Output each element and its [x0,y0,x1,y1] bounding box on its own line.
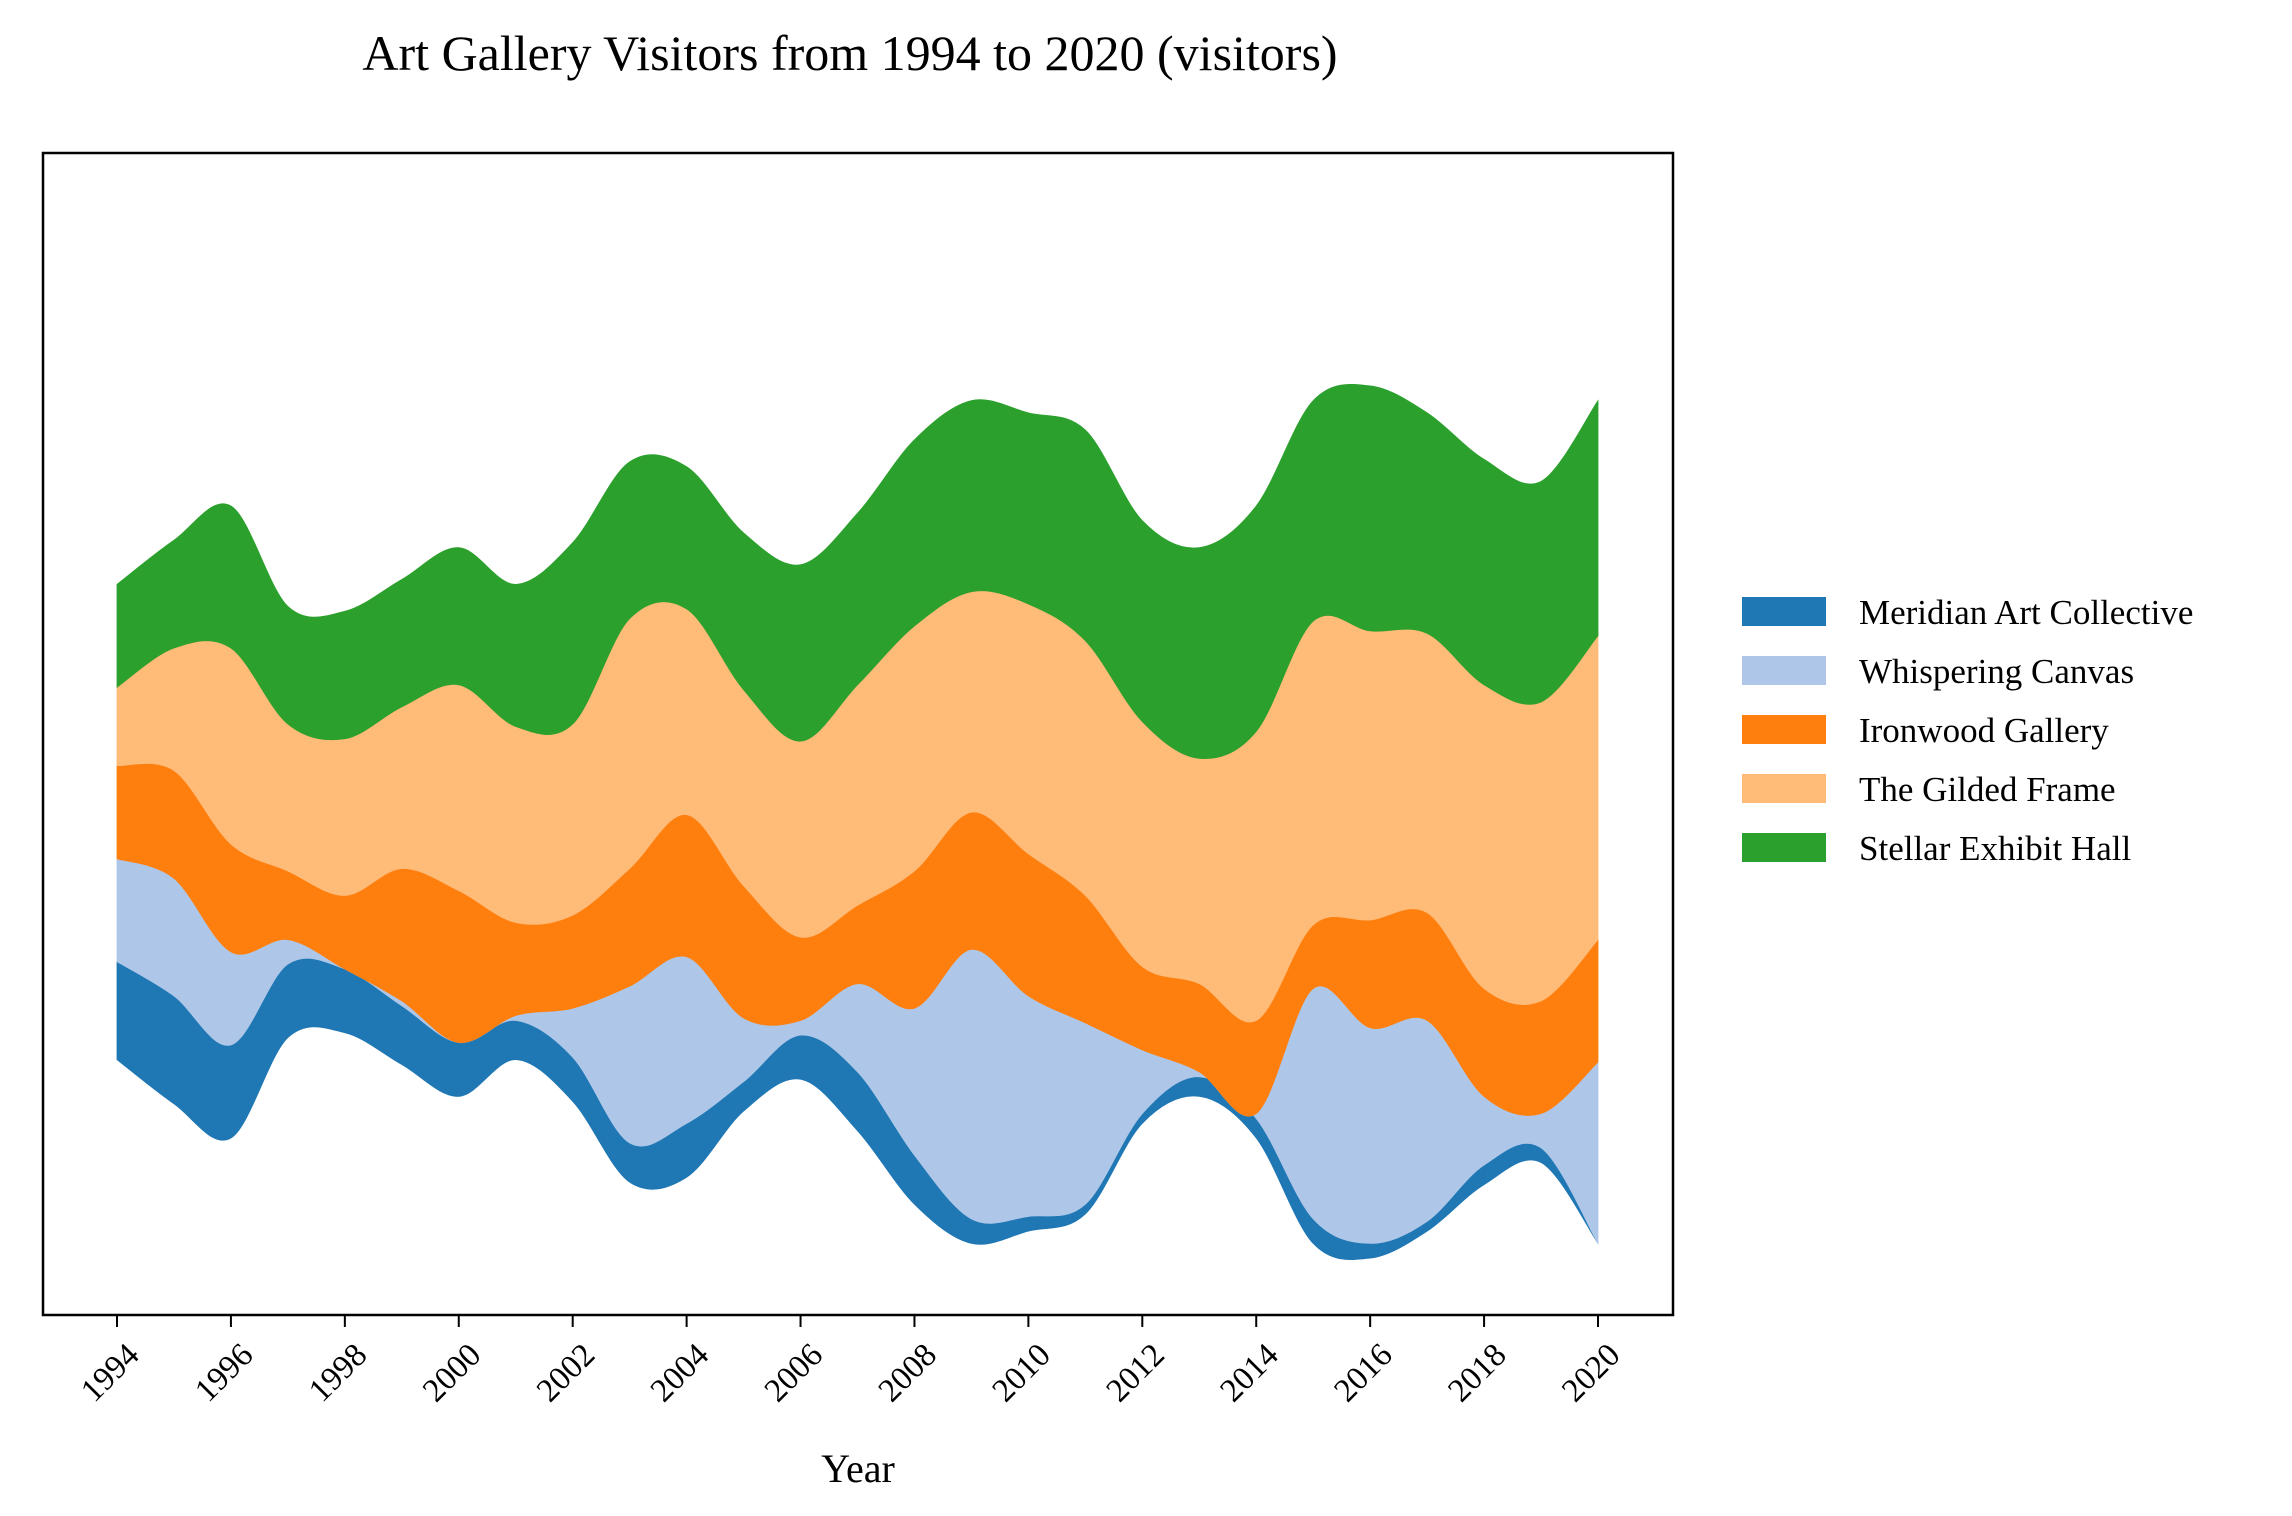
x-tick-label: 2018 [1441,1337,1513,1409]
legend: Meridian Art Collective Whispering Canvas… [1742,593,2193,868]
x-tick-label: 1998 [302,1337,374,1409]
x-tick-label: 2012 [1100,1337,1172,1409]
legend-label: Whispering Canvas [1859,652,2134,691]
chart-title: Art Gallery Visitors from 1994 to 2020 (… [362,25,1337,81]
legend-swatch [1742,715,1826,744]
legend-swatch [1742,597,1826,626]
legend-swatch [1742,833,1826,862]
legend-label: Ironwood Gallery [1859,711,2109,750]
stream-layer-stellar-exhibit-hall [116,383,1599,759]
x-tick-label: 2004 [644,1337,716,1409]
x-tick-label: 2008 [872,1337,944,1409]
x-tick-label: 1994 [74,1337,146,1409]
x-tick-label: 1996 [188,1337,260,1409]
legend-label: The Gilded Frame [1859,770,2116,809]
legend-swatch [1742,774,1826,803]
legend-swatch [1742,656,1826,685]
x-tick-label: 2014 [1214,1337,1286,1409]
x-tick-label: 2000 [416,1337,488,1409]
x-tick-label: 2020 [1555,1337,1627,1409]
x-axis: 1994 1996 1998 2000 2002 2004 2006 2008 2010 2012… [74,1315,1628,1409]
x-tick-label: 2016 [1328,1337,1400,1409]
x-tick-label: 2002 [530,1337,602,1409]
stream-layers [116,383,1599,1261]
x-tick-label: 2010 [986,1337,1058,1409]
legend-label: Stellar Exhibit Hall [1859,829,2131,868]
x-tick-label: 2006 [758,1337,830,1409]
plot-frame [41,151,1675,1317]
legend-label: Meridian Art Collective [1859,593,2193,632]
x-axis-label: Year [821,1446,895,1491]
